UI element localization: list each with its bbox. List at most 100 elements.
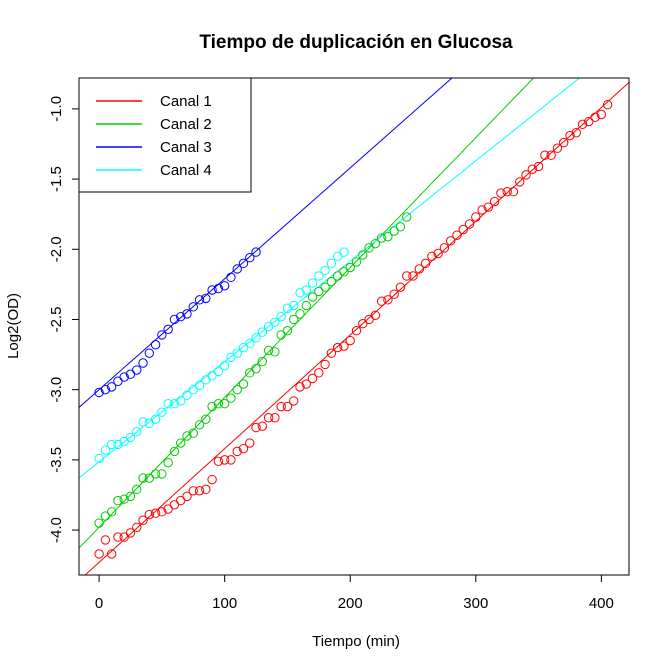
data-point-canal-1 [176, 495, 186, 506]
data-point-canal-1 [245, 438, 255, 448]
y-tick-label: -3.5 [48, 447, 65, 473]
data-point-canal-4 [257, 327, 268, 337]
data-point-canal-1 [483, 202, 494, 212]
data-point-canal-1 [169, 500, 180, 510]
data-point-canal-1 [408, 271, 418, 281]
data-point-canal-1 [263, 413, 274, 423]
y-axis: -4.0 -3.5 -3.0 -2.5 -2.0 -1.5 -1.0 [48, 96, 80, 543]
data-point-canal-2 [150, 469, 161, 479]
data-point-canal-4 [289, 300, 299, 311]
data-point-canal-1 [508, 187, 519, 197]
data-point-canal-4 [207, 370, 217, 381]
data-point-canal-2 [132, 484, 142, 495]
data-point-canal-2 [188, 428, 198, 438]
data-point-canal-1 [150, 508, 161, 518]
data-point-canal-1 [295, 382, 305, 392]
data-point-canal-1 [314, 368, 324, 378]
data-point-canal-4 [276, 311, 286, 322]
data-point-canal-2 [176, 438, 186, 448]
data-point-canal-1 [213, 456, 224, 466]
data-point-canal-1 [182, 491, 192, 502]
data-point-canal-2 [332, 271, 343, 281]
x-axis: 0 100 200 300 400 [95, 574, 614, 612]
data-point-canal-2 [207, 401, 217, 412]
data-point-canal-1 [402, 271, 412, 281]
data-point-canal-3 [245, 253, 255, 263]
data-point-canal-2 [358, 250, 368, 260]
data-point-canal-4 [94, 453, 104, 464]
data-point-canal-2 [125, 491, 136, 502]
data-point-canal-3 [251, 247, 261, 257]
data-point-canal-4 [132, 427, 142, 437]
data-point-canal-1 [571, 128, 581, 138]
data-point-canal-1 [515, 177, 525, 187]
data-point-canal-1 [414, 264, 424, 274]
data-point-canal-1 [132, 522, 142, 532]
data-point-canal-1 [157, 507, 167, 517]
data-point-canal-2 [194, 420, 205, 430]
y-axis-label: Log2(OD) [5, 293, 22, 359]
data-point-canal-1 [307, 373, 318, 384]
data-point-canal-2 [113, 495, 123, 506]
data-point-canal-3 [150, 340, 161, 350]
data-point-canal-4 [113, 439, 123, 450]
data-point-canal-1 [113, 532, 123, 542]
data-point-canal-2 [326, 276, 337, 287]
data-point-canal-3 [169, 314, 180, 325]
data-point-canal-3 [163, 324, 173, 335]
data-point-canal-1 [289, 396, 299, 406]
data-point-canal-4 [339, 247, 349, 257]
data-point-canal-1 [301, 379, 311, 389]
data-point-canal-4 [232, 348, 242, 358]
data-point-canal-4 [138, 417, 148, 427]
data-point-canal-2 [138, 473, 148, 483]
legend-label: Canal 2 [160, 116, 212, 133]
data-point-canal-2 [295, 309, 305, 319]
x-tick-label: 400 [589, 595, 614, 612]
data-point-canal-2 [94, 518, 104, 528]
y-tick-label: -2.0 [48, 236, 65, 262]
data-point-canal-1 [602, 99, 613, 110]
data-point-canal-2 [251, 363, 261, 374]
data-point-canal-2 [301, 300, 311, 311]
data-point-canal-2 [276, 330, 286, 340]
fit-line-canal-3 [79, 78, 453, 409]
data-point-canal-1 [144, 509, 155, 520]
data-point-canal-1 [527, 164, 538, 174]
data-point-canal-2 [245, 368, 255, 378]
data-point-canal-1 [219, 455, 230, 465]
data-point-canal-4 [144, 418, 155, 429]
data-point-canal-1 [452, 230, 462, 240]
data-point-canal-1 [232, 446, 242, 457]
data-point-canal-1 [320, 359, 330, 370]
data-point-canal-1 [251, 422, 261, 433]
chart-title: Tiempo de duplicación en Glucosa [199, 32, 513, 53]
data-point-canal-2 [119, 494, 129, 504]
data-point-canal-1 [370, 310, 381, 320]
data-point-canal-3 [201, 293, 211, 304]
data-point-canal-4 [332, 251, 343, 262]
data-point-canal-2 [182, 431, 192, 441]
data-points [94, 99, 613, 559]
data-point-canal-1 [138, 515, 148, 525]
data-point-canal-1 [590, 112, 600, 123]
data-point-canal-1 [445, 236, 456, 246]
data-point-canal-4 [295, 288, 305, 298]
fit-line-canal-2 [79, 78, 535, 549]
data-point-canal-1 [351, 326, 362, 336]
y-tick-label: -3.0 [48, 377, 65, 403]
data-point-canal-2 [157, 469, 167, 479]
data-point-canal-4 [238, 342, 249, 353]
data-point-canal-4 [169, 399, 180, 409]
data-point-canal-1 [257, 421, 268, 431]
data-point-canal-3 [213, 283, 224, 294]
data-point-canal-4 [106, 439, 117, 450]
data-point-canal-2 [100, 511, 111, 521]
data-point-canal-4 [176, 396, 186, 406]
data-point-canal-3 [188, 302, 198, 312]
data-point-canal-3 [238, 258, 249, 269]
data-point-canal-1 [477, 205, 487, 215]
data-point-canal-1 [106, 549, 117, 559]
data-point-canal-1 [276, 401, 286, 412]
